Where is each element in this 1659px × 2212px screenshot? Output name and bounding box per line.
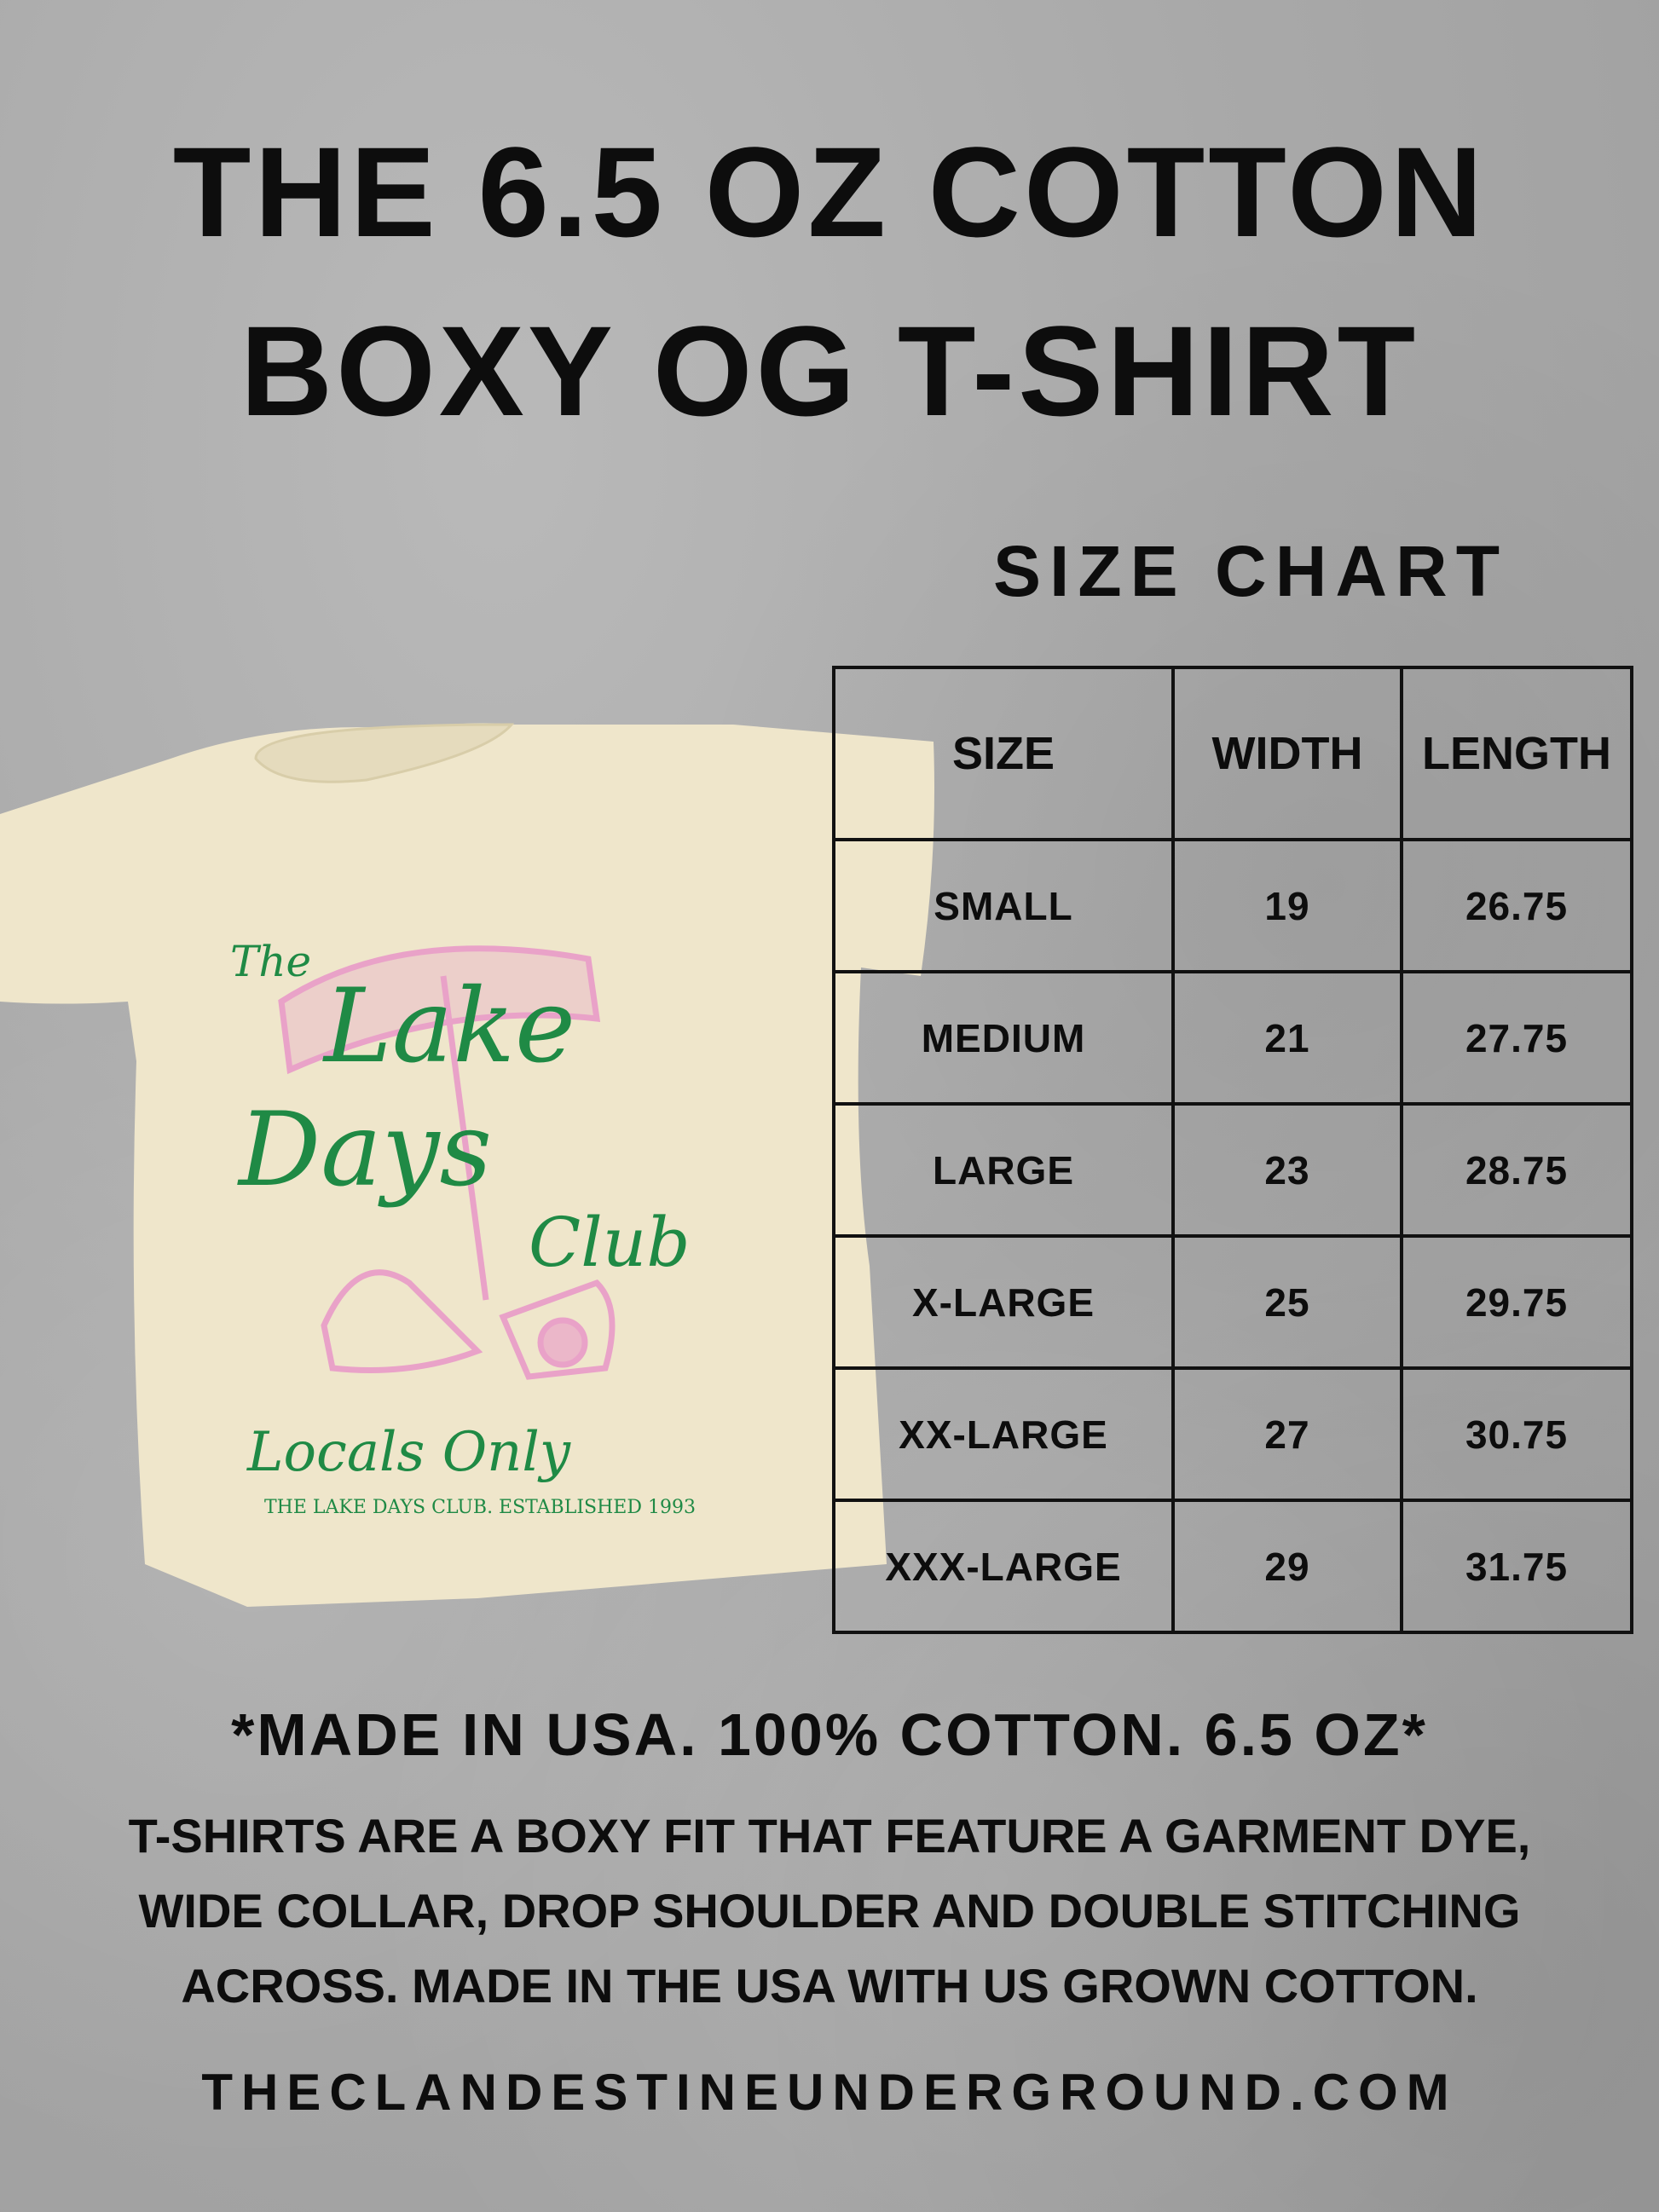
length-cell: 27.75 [1400,970,1633,1106]
umbrella-illustration [278,945,616,1380]
length-cell: 30.75 [1400,1366,1633,1502]
width-cell: 23 [1171,1102,1403,1238]
size-cell: LARGE [832,1102,1175,1238]
print-club: Club [529,1203,691,1282]
size-cell: XXX-LARGE [832,1499,1175,1634]
table-header-row: SIZE WIDTH LENGTH [832,666,1633,841]
description-line: T-SHIRTS ARE A BOXY FIT THAT FEATURE A G… [128,1809,1531,1863]
shirt-print-text: The Lake Days Club Locals Only THE LAKE … [230,937,696,1518]
print-lake: Lake [322,967,575,1086]
size-cell: MEDIUM [832,970,1175,1106]
size-chart-heading: SIZE CHART [993,531,1508,611]
page-title-line-2: BOXY OG T-SHIRT [240,299,1419,442]
table-row: XXX-LARGE 29 31.75 [832,1499,1633,1634]
length-cell: 31.75 [1400,1499,1633,1634]
header-width: WIDTH [1171,666,1403,841]
description-line: WIDE COLLAR, DROP SHOULDER AND DOUBLE ST… [138,1884,1521,1938]
size-cell: XX-LARGE [832,1366,1175,1502]
width-cell: 25 [1171,1234,1403,1370]
length-cell: 29.75 [1400,1234,1633,1370]
product-description: T-SHIRTS ARE A BOXY FIT THAT FEATURE A G… [51,1799,1608,2024]
table-row: X-LARGE 25 29.75 [832,1234,1633,1370]
shirt-collar [254,723,515,783]
table-row: LARGE 23 28.75 [832,1102,1633,1238]
width-cell: 21 [1171,970,1403,1106]
print-established: THE LAKE DAYS CLUB. ESTABLISHED 1993 [264,1497,696,1518]
table-row: MEDIUM 21 27.75 [832,970,1633,1106]
size-chart-table: SIZE WIDTH LENGTH SMALL 19 26.75 MEDIUM 21 2… [832,666,1633,1634]
length-cell: 28.75 [1400,1102,1633,1238]
print-the: The [230,937,311,986]
header-length: LENGTH [1400,666,1633,841]
t-shirt-image: The Lake Days Club Locals Only THE LAKE … [0,723,934,1608]
website-url: THECLANDESTINEUNDERGROUND.COM [201,2064,1458,2121]
size-cell: SMALL [832,838,1175,973]
width-cell: 27 [1171,1366,1403,1502]
made-in-usa-note: *MADE IN USA. 100% COTTON. 6.5 OZ* [231,1701,1428,1768]
print-days: Days [237,1091,492,1210]
description-line: ACROSS. MADE IN THE USA WITH US GROWN CO… [181,1959,1478,2013]
header-size: SIZE [832,666,1175,841]
table-row: SMALL 19 26.75 [832,838,1633,973]
page-title-line-1: THE 6.5 OZ COTTON [172,120,1487,263]
table-row: XX-LARGE 27 30.75 [832,1366,1633,1502]
size-cell: X-LARGE [832,1234,1175,1370]
width-cell: 29 [1171,1499,1403,1634]
width-cell: 19 [1171,838,1403,973]
print-locals-only: Locals Only [246,1421,571,1484]
length-cell: 26.75 [1400,838,1633,973]
